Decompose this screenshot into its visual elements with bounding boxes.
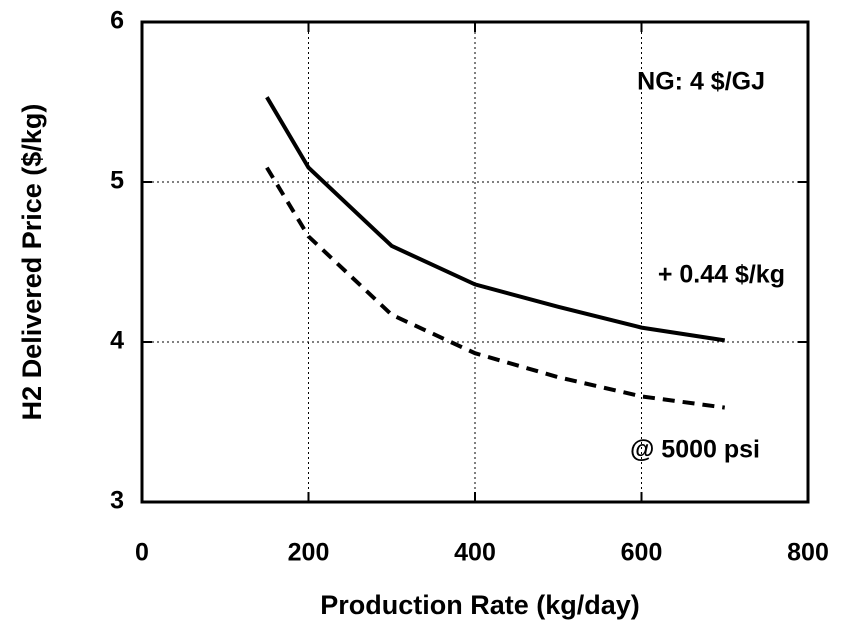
x-tick-label: 0 xyxy=(135,539,149,567)
series-line xyxy=(265,166,726,410)
annotation: NG: 4 $/GJ xyxy=(637,68,765,96)
y-tick-label: 3 xyxy=(110,487,124,515)
x-tick-label: 400 xyxy=(454,539,496,567)
x-tick-label: 200 xyxy=(288,539,330,567)
plot-frame xyxy=(140,20,810,504)
y-tick-label: 6 xyxy=(110,7,124,35)
y-axis-label: H2 Delivered Price ($/kg) xyxy=(17,104,47,421)
annotation: @ 5000 psi xyxy=(630,436,760,464)
x-tick-label: 800 xyxy=(787,539,829,567)
y-tick-label: 4 xyxy=(110,327,124,355)
annotation: + 0.44 $/kg xyxy=(658,261,785,289)
x-tick-label: 600 xyxy=(621,539,663,567)
x-axis-label: Production Rate (kg/day) xyxy=(320,590,640,620)
series-line xyxy=(265,96,726,343)
y-tick-label: 5 xyxy=(110,167,124,195)
